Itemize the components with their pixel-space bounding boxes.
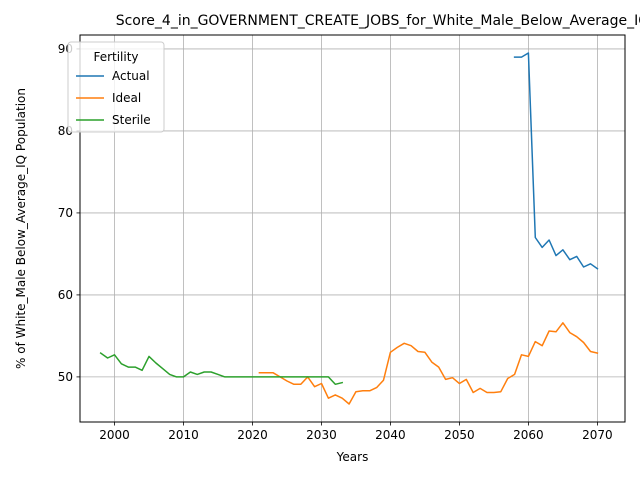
series-lines: [99, 52, 599, 405]
x-tick-label: 2000: [99, 428, 130, 442]
legend-title: Fertility: [93, 50, 138, 64]
y-tick-label: 70: [58, 206, 73, 220]
legend-label-actual: Actual: [112, 69, 150, 83]
legend-box: [67, 41, 165, 133]
plot-area-frame: [79, 34, 626, 423]
x-axis-label: Years: [336, 450, 369, 464]
y-tick-label: 60: [58, 288, 73, 302]
x-tick-label: 2010: [168, 428, 199, 442]
grid-lines: [80, 35, 625, 422]
x-tick-label: 2050: [444, 428, 475, 442]
legend-items: Actual Ideal Sterile: [76, 69, 151, 127]
series-line-sterile: [99, 352, 344, 386]
x-tick-label: 2070: [582, 428, 613, 442]
y-axis-label: % of White_Male Below_Average_IQ Populat…: [14, 88, 28, 369]
legend: Fertility Actual Ideal Sterile: [67, 41, 165, 133]
x-tick-label: 2020: [237, 428, 268, 442]
series-line-actual: [513, 52, 599, 270]
series-line-ideal: [258, 322, 599, 405]
x-tick-label: 2060: [513, 428, 544, 442]
x-tick-label: 2040: [375, 428, 406, 442]
legend-label-sterile: Sterile: [112, 113, 151, 127]
axis-ticks: 2000 2010 2020 2030 2040 2050 2060 207050607080…: [58, 42, 613, 442]
legend-label-ideal: Ideal: [112, 91, 141, 105]
y-tick-label: 50: [58, 370, 73, 384]
chart-title: Score_4_in_GOVERNMENT_CREATE_JOBS_for_Wh…: [116, 13, 640, 29]
x-tick-label: 2030: [306, 428, 337, 442]
